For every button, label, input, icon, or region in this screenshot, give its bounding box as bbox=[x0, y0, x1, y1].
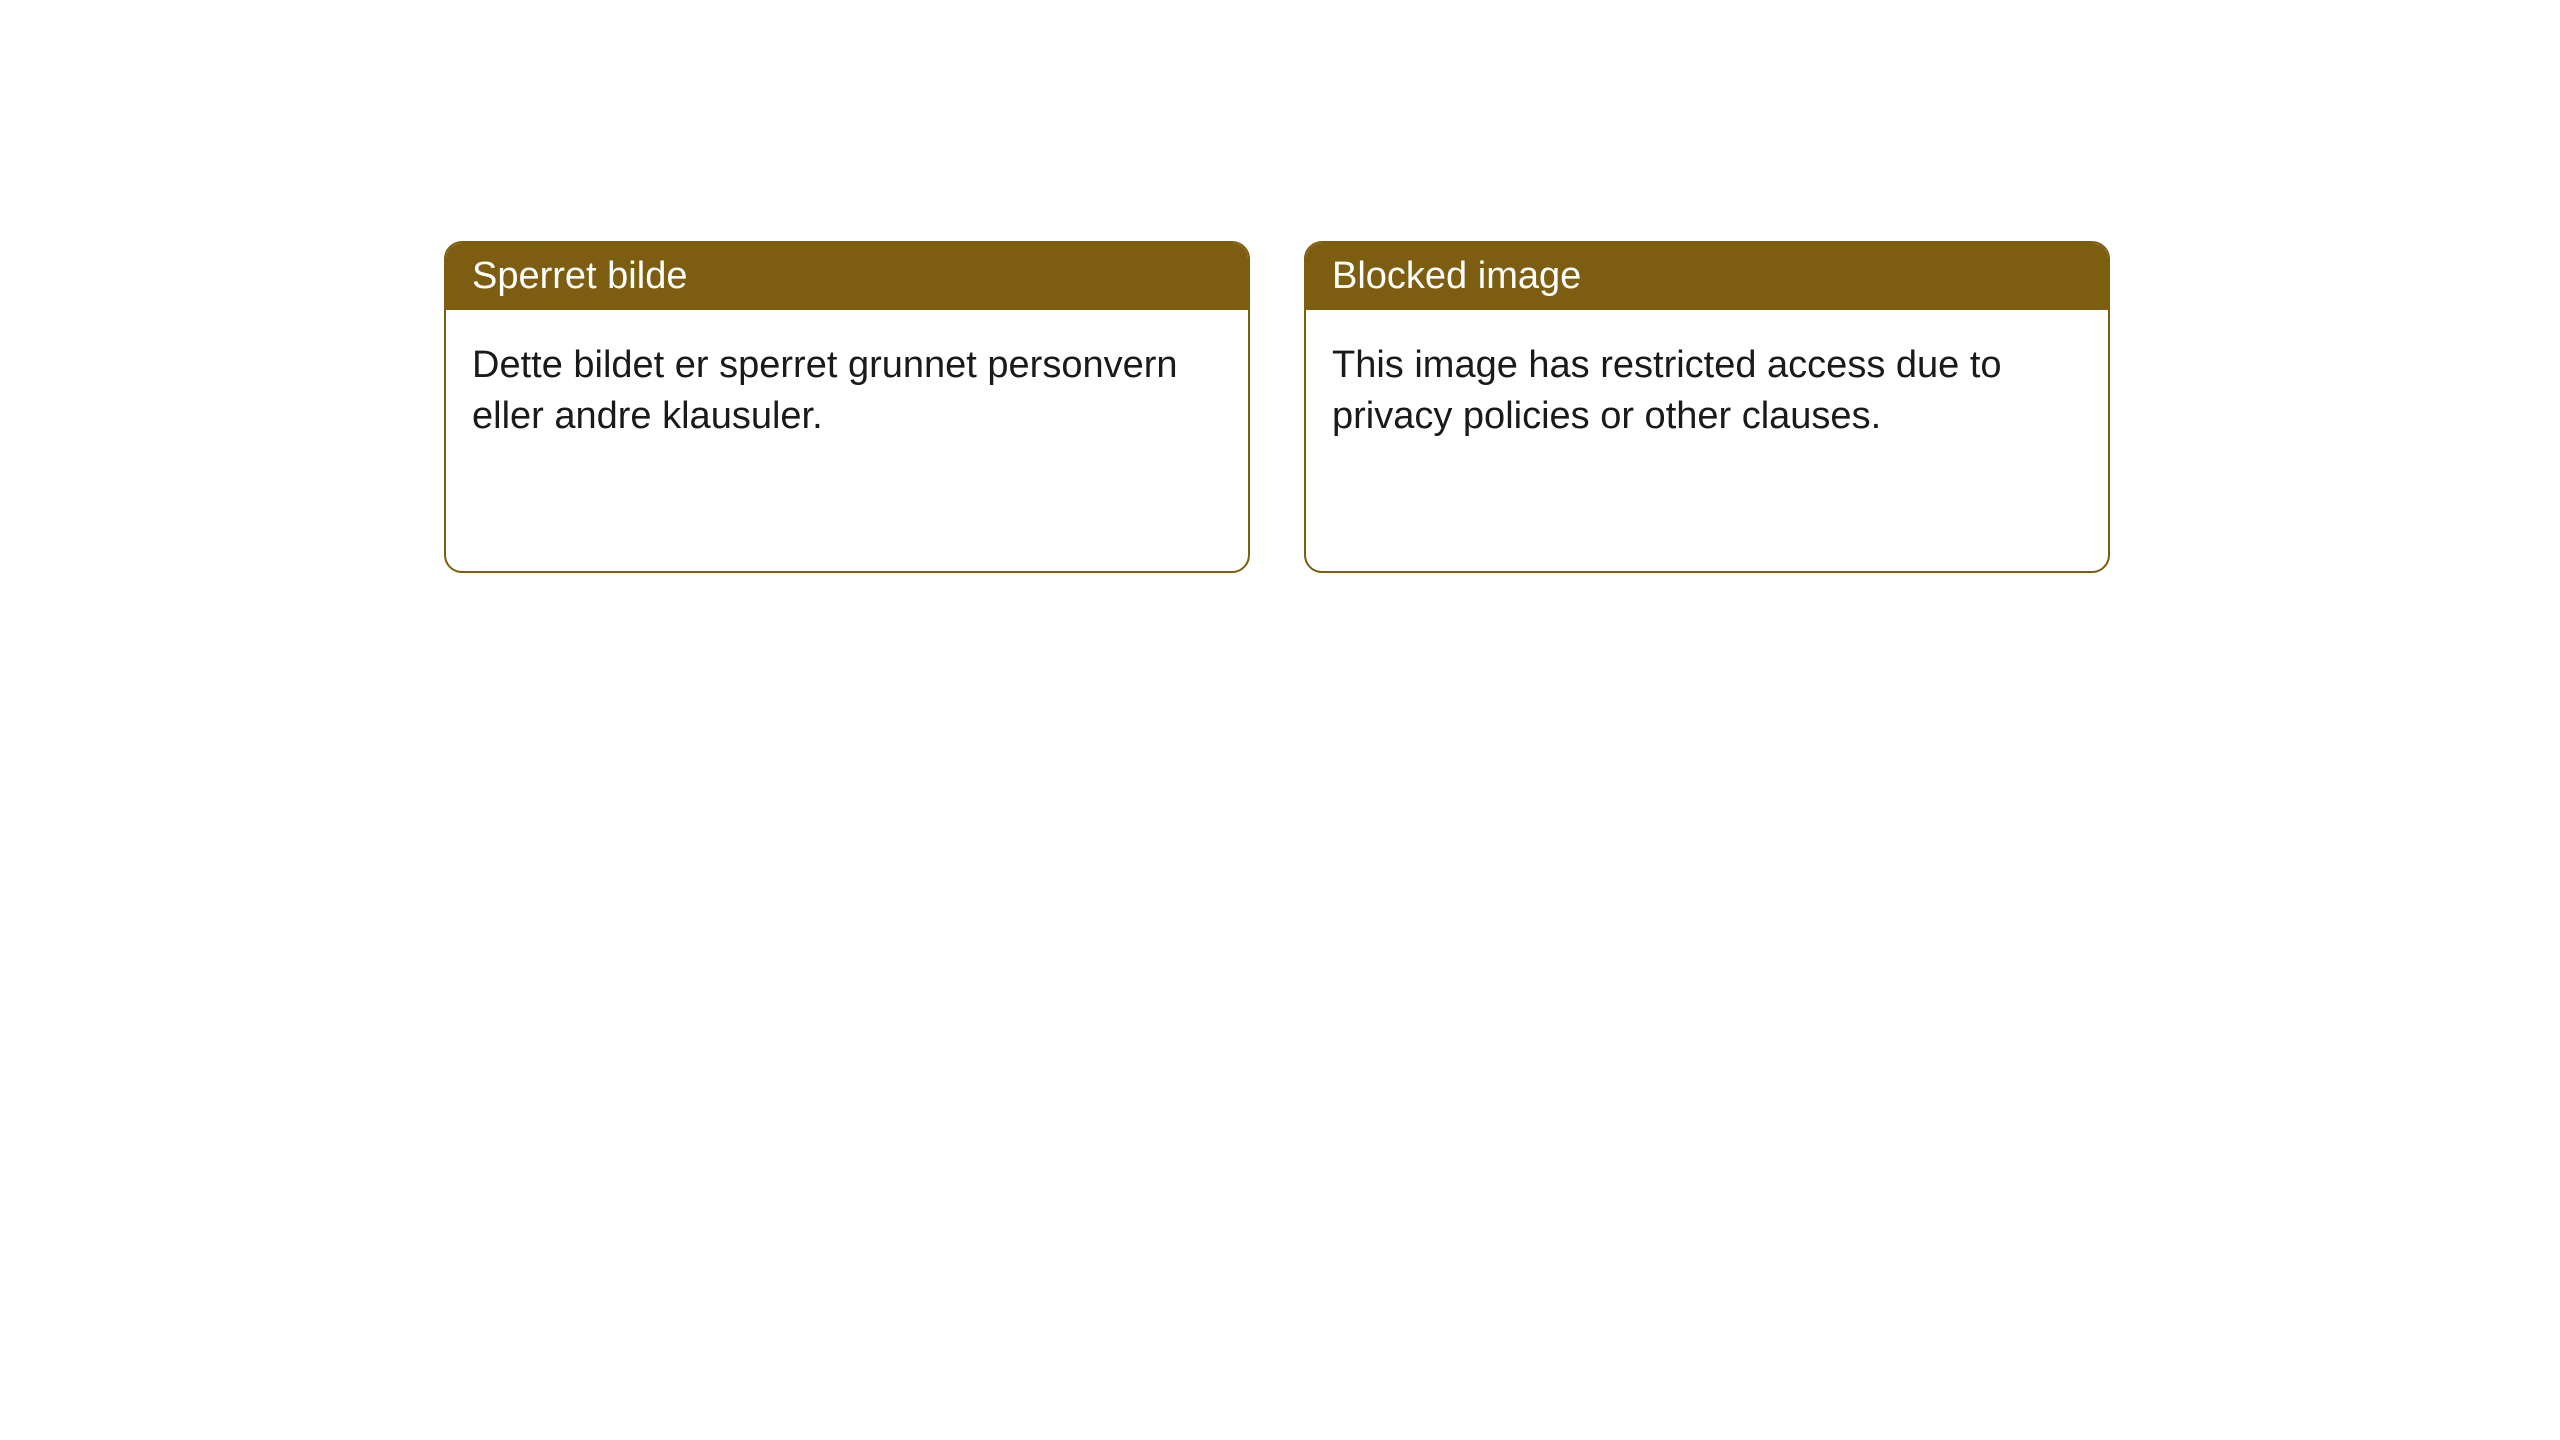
cards-container: Sperret bilde Dette bildet er sperret gr… bbox=[0, 0, 2560, 573]
card-title-english: Blocked image bbox=[1306, 243, 2108, 310]
card-norwegian: Sperret bilde Dette bildet er sperret gr… bbox=[444, 241, 1250, 573]
card-english: Blocked image This image has restricted … bbox=[1304, 241, 2110, 573]
card-body-english: This image has restricted access due to … bbox=[1306, 310, 2108, 473]
card-body-norwegian: Dette bildet er sperret grunnet personve… bbox=[446, 310, 1248, 473]
card-title-norwegian: Sperret bilde bbox=[446, 243, 1248, 310]
